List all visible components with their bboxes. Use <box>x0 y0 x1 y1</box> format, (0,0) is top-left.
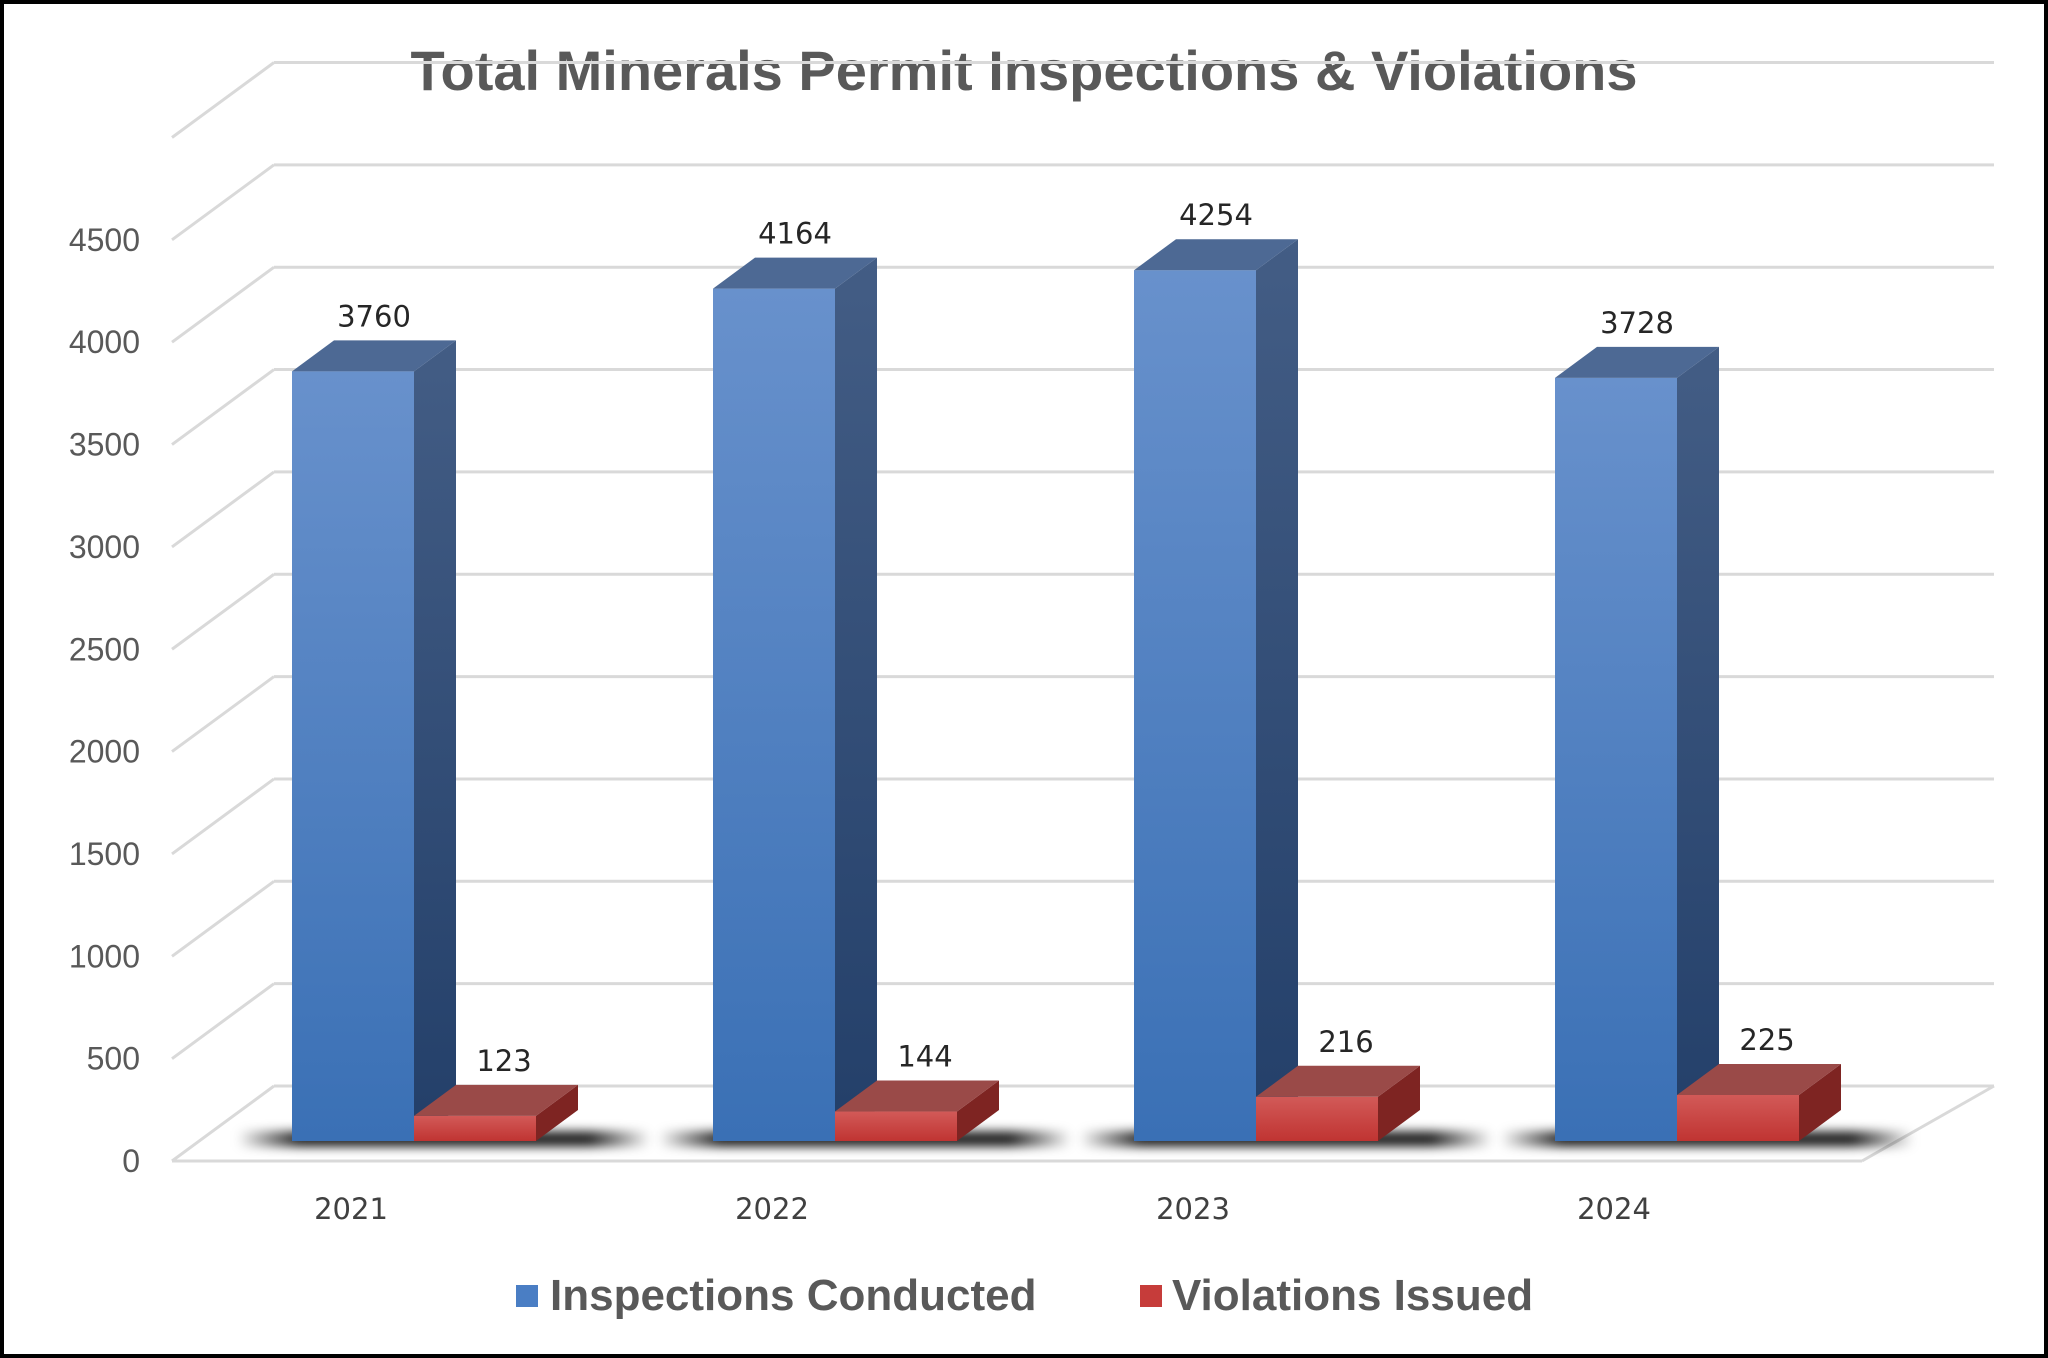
legend-item: Inspections Conducted <box>516 1271 1036 1320</box>
bar-chart: Total Minerals Permit Inspections & Viol… <box>69 39 1995 1320</box>
y-tick-label: 3500 <box>69 427 140 463</box>
bar <box>835 1080 999 1141</box>
gridline <box>171 163 1994 242</box>
x-axis-ticks: 2021 2022 2023 2024 <box>314 1192 1651 1226</box>
floor-side-edge <box>1861 1084 1995 1163</box>
data-label: 225 <box>1739 1023 1794 1057</box>
bar <box>292 340 456 1141</box>
gridline <box>171 61 1994 139</box>
bar <box>1134 239 1298 1142</box>
y-tick-label: 1500 <box>69 836 140 872</box>
bars <box>292 239 1841 1142</box>
y-tick-label: 500 <box>87 1041 140 1077</box>
y-tick-label: 4500 <box>69 222 140 258</box>
y-tick-label: 0 <box>122 1143 140 1179</box>
y-tick-label: 3000 <box>69 529 140 565</box>
bar <box>1677 1063 1841 1141</box>
data-label: 4254 <box>1179 198 1253 232</box>
legend: Inspections Conducted Violations Issued <box>516 1271 1533 1320</box>
y-tick-label: 2500 <box>69 631 140 667</box>
x-tick-label: 2022 <box>735 1192 809 1226</box>
legend-label: Inspections Conducted <box>550 1271 1036 1320</box>
y-tick-label: 4000 <box>69 324 140 360</box>
data-label: 216 <box>1318 1025 1373 1059</box>
gridline <box>171 265 1994 344</box>
chart-title: Total Minerals Permit Inspections & Viol… <box>410 39 1637 102</box>
y-axis-ticks: 0 500 1000 1500 2000 2500 3000 3500 4000 4500 <box>69 222 140 1179</box>
x-tick-label: 2023 <box>1156 1192 1230 1226</box>
x-tick-label: 2021 <box>314 1192 388 1226</box>
legend-label: Violations Issued <box>1172 1271 1533 1320</box>
x-tick-label: 2024 <box>1577 1192 1651 1226</box>
legend-item: Violations Issued <box>1140 1271 1533 1320</box>
data-label: 3760 <box>337 299 411 333</box>
data-label: 3728 <box>1600 306 1674 340</box>
data-labels: 3760 123 4164 144 4254 216 3728 225 <box>337 198 1795 1078</box>
data-label: 123 <box>476 1044 531 1078</box>
y-tick-label: 2000 <box>69 734 140 770</box>
bar <box>414 1084 578 1141</box>
data-label: 4164 <box>758 217 832 251</box>
bar <box>1256 1065 1420 1141</box>
bar <box>1555 346 1719 1141</box>
bar <box>713 257 877 1141</box>
y-tick-label: 1000 <box>69 938 140 974</box>
data-label: 144 <box>897 1040 952 1074</box>
legend-swatch <box>1140 1285 1162 1307</box>
legend-swatch <box>516 1285 538 1307</box>
